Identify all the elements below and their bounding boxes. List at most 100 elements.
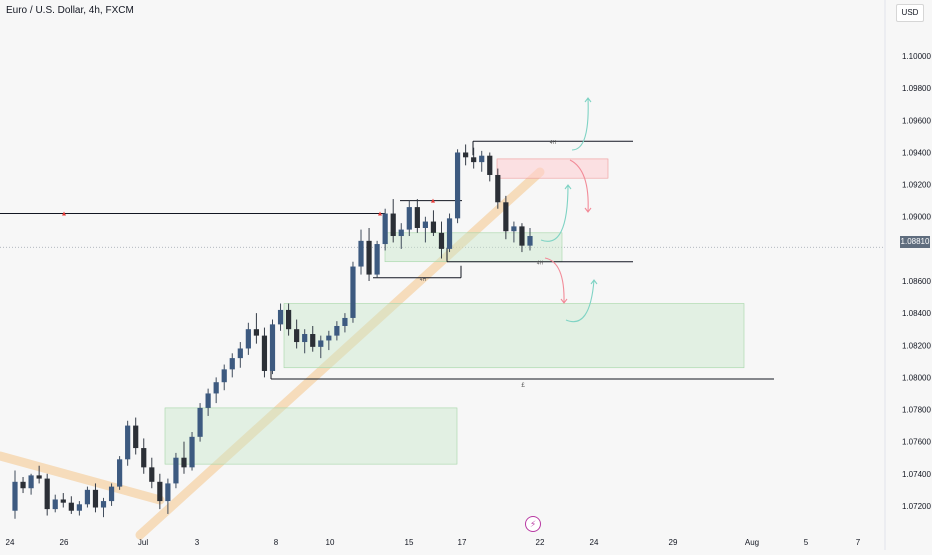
candle-body bbox=[221, 369, 227, 383]
level-marker-icon bbox=[62, 211, 66, 216]
candle-body bbox=[237, 348, 243, 359]
x-tick-label: 26 bbox=[60, 538, 69, 547]
candle-body bbox=[229, 358, 235, 370]
candle-body bbox=[141, 448, 147, 468]
candle-body bbox=[326, 335, 332, 341]
demand-zone bbox=[283, 303, 745, 369]
level-label-4h: 4H bbox=[550, 140, 557, 146]
candle-body bbox=[165, 483, 171, 502]
candle-body bbox=[205, 393, 211, 408]
arrow-down-icon bbox=[544, 257, 565, 304]
candle-body bbox=[173, 457, 179, 484]
x-tick-label: 3 bbox=[195, 538, 200, 547]
current-price-badge: 1.08810 bbox=[900, 236, 930, 248]
candle-body bbox=[519, 226, 525, 246]
candle-body bbox=[487, 155, 493, 175]
candle-body bbox=[382, 213, 388, 245]
candle-body bbox=[454, 152, 461, 219]
candle-body bbox=[44, 478, 50, 510]
y-tick-label: 1.09600 bbox=[902, 116, 931, 125]
candle-body bbox=[511, 226, 517, 232]
candle-body bbox=[84, 489, 91, 505]
candle-body bbox=[479, 155, 485, 163]
x-tick-label: 8 bbox=[274, 538, 279, 547]
x-tick-label: 24 bbox=[590, 538, 599, 547]
candle-body bbox=[108, 486, 115, 502]
candle-body bbox=[12, 481, 18, 511]
arrow-up-icon-head bbox=[564, 184, 572, 190]
candle-body bbox=[414, 207, 420, 228]
level-marker-icon bbox=[378, 211, 382, 216]
y-tick-label: 1.09200 bbox=[902, 181, 931, 190]
chart-title: Euro / U.S. Dollar, 4h, FXCM bbox=[6, 5, 134, 16]
x-tick-label: 5 bbox=[804, 538, 809, 547]
y-tick-label: 1.09800 bbox=[902, 84, 931, 93]
candle-body bbox=[285, 309, 292, 330]
y-tick-label: 1.09400 bbox=[902, 148, 931, 157]
level-label-4h: 4H bbox=[537, 261, 544, 267]
candle-body bbox=[125, 425, 131, 460]
y-tick-label: 1.08400 bbox=[902, 309, 931, 318]
y-tick-label: 1.07600 bbox=[902, 438, 931, 447]
candle-body bbox=[302, 334, 308, 343]
candle-body bbox=[374, 244, 380, 275]
candle-body bbox=[36, 475, 42, 479]
arrow-up-icon bbox=[571, 97, 589, 151]
candle-body bbox=[213, 382, 219, 394]
y-tick-label: 1.07200 bbox=[902, 502, 931, 511]
candle-body bbox=[438, 232, 445, 249]
arrow-up-icon bbox=[565, 279, 595, 323]
x-tick-label: Aug bbox=[745, 538, 759, 547]
candle-body bbox=[68, 502, 74, 511]
x-tick-label: 7 bbox=[856, 538, 861, 547]
y-tick-label: 1.07800 bbox=[902, 406, 931, 415]
candle-body bbox=[446, 218, 453, 249]
candle-body bbox=[189, 436, 195, 468]
candle-body bbox=[157, 481, 163, 502]
candle-body bbox=[253, 329, 260, 336]
demand-zone bbox=[384, 232, 563, 263]
candle-body bbox=[100, 501, 107, 508]
candle-body bbox=[334, 325, 340, 336]
candle-body bbox=[261, 335, 268, 371]
candle-body bbox=[20, 481, 26, 489]
candle-body bbox=[117, 459, 123, 487]
x-tick-label: Jul bbox=[138, 538, 148, 547]
candle-body bbox=[390, 213, 396, 237]
candle-body bbox=[197, 407, 203, 437]
arrow-up-icon bbox=[540, 184, 569, 242]
candle-body bbox=[503, 202, 509, 232]
x-tick-label: 24 bbox=[6, 538, 15, 547]
trendline-left bbox=[0, 451, 165, 505]
candle-body bbox=[92, 489, 99, 508]
candle-body bbox=[495, 174, 501, 203]
candle-body bbox=[294, 329, 300, 343]
candle-body bbox=[366, 240, 372, 275]
candle-body bbox=[350, 266, 356, 318]
level-marker-icon bbox=[431, 198, 435, 203]
candle-body bbox=[149, 467, 155, 482]
candle-body bbox=[342, 317, 348, 326]
bolt-icon[interactable]: ⚡ bbox=[525, 516, 541, 532]
candle-body bbox=[277, 309, 284, 325]
arrow-up-icon-head bbox=[584, 97, 592, 103]
candle-body bbox=[76, 504, 82, 511]
currency-button[interactable]: USD bbox=[896, 4, 924, 22]
candle-body bbox=[28, 475, 34, 489]
y-tick-label: 1.08200 bbox=[902, 341, 931, 350]
candle-body bbox=[430, 221, 437, 233]
candle-body bbox=[463, 152, 469, 158]
arrow-down-icon-head bbox=[560, 298, 568, 304]
candle-body bbox=[60, 499, 66, 503]
supply-zone bbox=[496, 158, 609, 179]
candle-body bbox=[318, 340, 324, 347]
level-label-main: £ bbox=[521, 383, 525, 389]
level-label-4h: 4H bbox=[420, 277, 427, 283]
candle-body bbox=[269, 324, 276, 371]
trendline-main bbox=[135, 167, 545, 540]
candle-body bbox=[398, 229, 404, 237]
candle-body bbox=[133, 425, 139, 449]
arrow-down-icon bbox=[569, 159, 589, 213]
